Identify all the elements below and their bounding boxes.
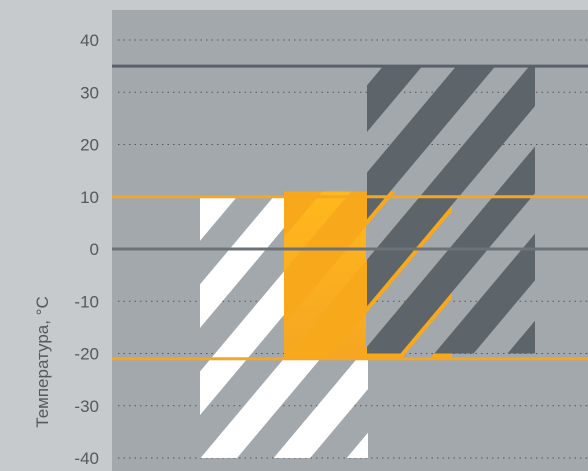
y-tick-minus-40: -40 — [74, 449, 99, 468]
y-tick-30: 30 — [80, 83, 99, 102]
y-tick-minus-20: -20 — [74, 345, 99, 364]
bar-dark-stripes — [367, 66, 535, 354]
bars — [200, 66, 535, 458]
y-tick-minus-30: -30 — [74, 397, 99, 416]
y-tick-20: 20 — [80, 136, 99, 155]
y-axis-title: Температура, °C — [33, 296, 52, 427]
y-tick-10: 10 — [80, 188, 99, 207]
y-tick-labels: 40 30 20 10 0 -10 -20 -30 -40 — [74, 31, 99, 468]
y-tick-40: 40 — [80, 31, 99, 50]
y-tick-minus-10: -10 — [74, 292, 99, 311]
y-tick-0: 0 — [90, 240, 99, 259]
reference-lines — [112, 64, 588, 361]
